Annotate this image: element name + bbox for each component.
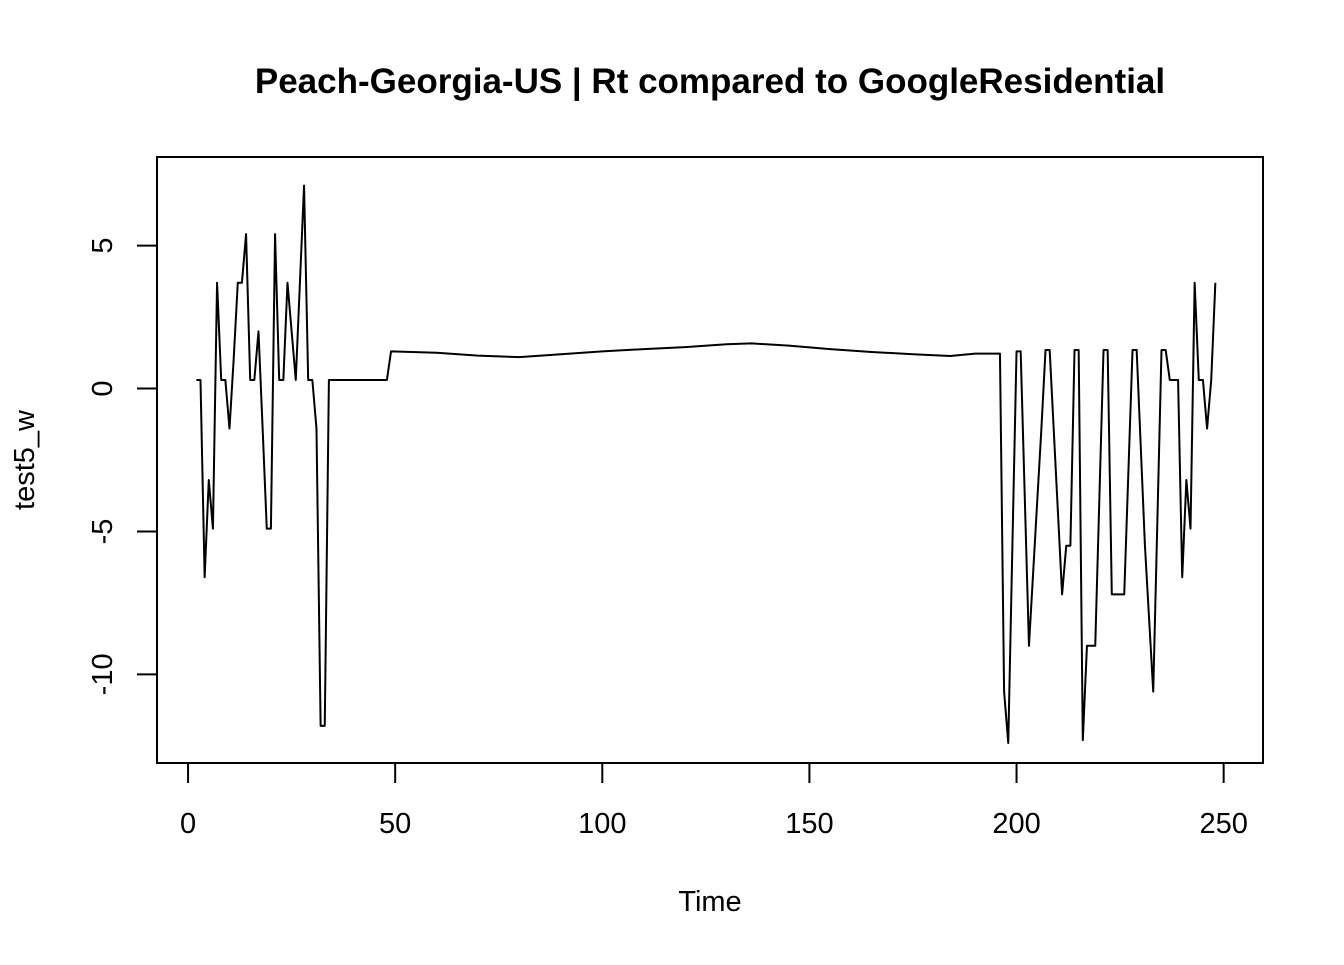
series-line: [196, 184, 1217, 744]
x-axis: 0 50 100 150 200 250: [180, 762, 1248, 840]
plot-frame: [156, 156, 1264, 764]
x-tick-label: 250: [1199, 808, 1247, 840]
y-axis-label: test5_w: [9, 409, 41, 510]
x-tick-label: 150: [785, 808, 833, 840]
y-tick-label: 5: [87, 238, 119, 254]
y-tick-label: 0: [87, 380, 119, 396]
y-axis: -10 -5 0 5: [87, 238, 158, 695]
x-tick-label: 0: [180, 808, 196, 840]
x-axis-label: Time: [678, 886, 741, 918]
x-tick-label: 100: [578, 808, 626, 840]
y-tick-label: -5: [87, 519, 119, 545]
x-tick-label: 50: [379, 808, 411, 840]
x-tick-label: 200: [992, 808, 1040, 840]
data-points: [195, 185, 1216, 744]
chart-title: Peach-Georgia-US | Rt compared to Google…: [255, 62, 1165, 101]
y-tick-label: -10: [87, 653, 119, 695]
